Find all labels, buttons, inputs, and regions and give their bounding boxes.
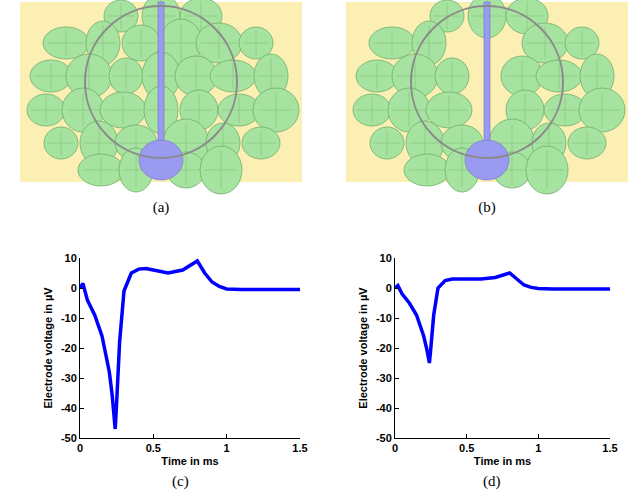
svg-text:(d): (d) xyxy=(483,473,501,490)
svg-text:-10: -10 xyxy=(376,312,392,324)
svg-text:Electrode voltage in µV: Electrode voltage in µV xyxy=(42,287,54,409)
svg-text:-20: -20 xyxy=(61,342,77,354)
svg-text:-20: -20 xyxy=(376,342,392,354)
svg-text:-30: -30 xyxy=(376,372,392,384)
svg-text:0.5: 0.5 xyxy=(459,442,474,454)
svg-text:-40: -40 xyxy=(61,402,77,414)
svg-text:1: 1 xyxy=(535,442,541,454)
svg-text:0: 0 xyxy=(77,442,83,454)
svg-text:-40: -40 xyxy=(376,402,392,414)
svg-text:(c): (c) xyxy=(172,473,189,490)
svg-text:0: 0 xyxy=(71,282,77,294)
svg-text:0.5: 0.5 xyxy=(146,442,161,454)
svg-text:1: 1 xyxy=(224,442,230,454)
svg-text:Time in ms: Time in ms xyxy=(161,455,218,467)
svg-text:-50: -50 xyxy=(61,432,77,444)
svg-text:1.5: 1.5 xyxy=(602,442,617,454)
svg-text:10: 10 xyxy=(380,252,392,264)
svg-text:-30: -30 xyxy=(61,372,77,384)
svg-text:0: 0 xyxy=(386,282,392,294)
svg-text:-50: -50 xyxy=(376,432,392,444)
svg-text:10: 10 xyxy=(65,252,77,264)
svg-text:Time in ms: Time in ms xyxy=(474,455,531,467)
svg-text:1.5: 1.5 xyxy=(292,442,307,454)
svg-text:0: 0 xyxy=(392,442,398,454)
svg-text:-10: -10 xyxy=(61,312,77,324)
svg-text:(b): (b) xyxy=(478,199,496,216)
svg-text:Electrode voltage in µV: Electrode voltage in µV xyxy=(357,287,369,409)
svg-text:(a): (a) xyxy=(153,199,170,216)
